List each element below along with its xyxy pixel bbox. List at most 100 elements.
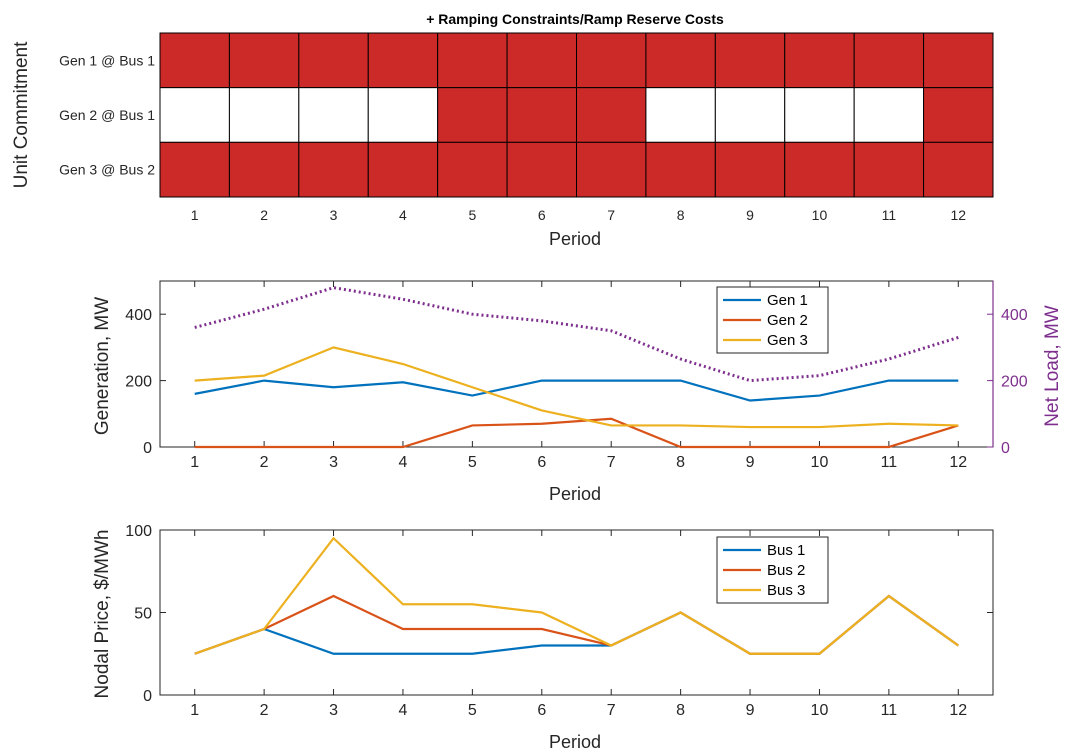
x-tick-label: 9 [746, 702, 755, 719]
x-tick-label: 8 [677, 207, 685, 223]
x-tick-label: 4 [399, 454, 408, 471]
x-tick-label: 2 [260, 454, 269, 471]
x-tick-label: 10 [811, 702, 829, 719]
commitment-cell [714, 32, 786, 89]
commitment-cell [645, 87, 716, 143]
commitment-cell [437, 32, 508, 89]
commitment-cell [923, 141, 994, 198]
x-tick-label: 8 [676, 702, 685, 719]
row-labels: Gen 1 @ Bus 1 Gen 2 @ Bus 1 Gen 3 @ Bus 2 [59, 52, 155, 177]
commitment-cell [159, 87, 230, 143]
commitment-cell [437, 87, 508, 143]
x-tick-label: 6 [537, 702, 546, 719]
commitment-cell [298, 32, 369, 89]
y-tick-label: 0 [143, 440, 152, 457]
x-tick-label: 1 [191, 207, 199, 223]
commitment-cell [367, 141, 439, 198]
y-tick-label: 50 [134, 606, 152, 623]
x-tick-label: 1 [190, 454, 199, 471]
x-tick-label: 4 [399, 702, 408, 719]
commitment-cell [367, 32, 439, 89]
x-tick-label: 5 [468, 207, 476, 223]
x-axis-label: Period [549, 229, 601, 249]
commitment-grid [159, 32, 994, 198]
commitment-cell [576, 32, 647, 89]
x-tick-label: 10 [811, 454, 829, 471]
y-tick-label: 200 [125, 374, 152, 391]
x-tick-label: 12 [951, 207, 967, 223]
commitment-cell [714, 87, 786, 143]
series-line-gen-2 [194, 417, 959, 449]
x-tick-labels: 1 2 3 4 5 6 7 8 9 10 11 12 [191, 207, 966, 223]
legend-label: Gen 1 [767, 292, 808, 309]
x-tick-label: 7 [607, 702, 616, 719]
x-tick-label: 6 [538, 207, 546, 223]
commitment-cell [228, 32, 300, 89]
x-tick-label: 11 [881, 454, 898, 471]
x-tick-label: 8 [676, 454, 685, 471]
y-axis-label: Unit Commitment [11, 41, 32, 188]
x-tick-label: 12 [949, 454, 967, 471]
series-line-gen-3 [194, 346, 959, 429]
x-tick-label: 2 [260, 702, 269, 719]
commitment-cell [853, 141, 925, 198]
y-tick-label-right: 0 [1001, 440, 1010, 457]
x-tick-label: 3 [329, 702, 338, 719]
unit-commitment-panel: + Ramping Constraints/Ramp Reserve Costs… [11, 11, 994, 249]
legend-label: Bus 3 [767, 582, 805, 599]
commitment-cell [159, 32, 230, 89]
commitment-cell [576, 141, 647, 198]
legend-label: Gen 2 [767, 312, 808, 329]
row-label: Gen 1 @ Bus 1 [59, 52, 155, 68]
x-tick-label: 7 [607, 207, 615, 223]
commitment-cell [506, 32, 578, 89]
commitment-cell [228, 141, 300, 198]
commitment-cell [367, 87, 439, 143]
row-label: Gen 2 @ Bus 1 [59, 107, 155, 123]
y-axis-label-right: Net Load, MW [1042, 305, 1063, 426]
y-tick-label: 400 [125, 307, 152, 324]
commitment-cell [506, 141, 578, 198]
x-tick-label: 5 [468, 454, 477, 471]
commitment-cell [576, 87, 647, 143]
x-tick-label: 11 [882, 207, 897, 223]
x-tick-label: 4 [399, 207, 407, 223]
commitment-cell [159, 141, 230, 198]
commitment-cell [437, 141, 508, 198]
commitment-cell [923, 87, 994, 143]
commitment-cell [923, 32, 994, 89]
chart-title: + Ramping Constraints/Ramp Reserve Costs [426, 11, 724, 27]
x-tick-label: 10 [812, 207, 828, 223]
commitment-cell [714, 141, 786, 198]
commitment-cell [228, 87, 300, 143]
y-axis-label: Nodal Price, $/MWh [92, 530, 113, 699]
commitment-cell [853, 87, 925, 143]
x-tick-label: 9 [746, 207, 754, 223]
commitment-cell [853, 32, 925, 89]
commitment-cell [784, 141, 855, 198]
legend-label: Bus 1 [767, 542, 805, 559]
x-tick-label: 3 [329, 454, 338, 471]
y-tick-label-right: 400 [1001, 307, 1028, 324]
y-axis-label: Generation, MW [92, 297, 113, 435]
legend-label: Gen 3 [767, 332, 808, 349]
series-line-bus-1 [194, 594, 959, 655]
x-axis-label: Period [549, 484, 601, 504]
commitment-cell [298, 141, 369, 198]
x-tick-label: 12 [949, 702, 967, 719]
x-tick-label: 1 [190, 702, 199, 719]
x-tick-label: 9 [746, 454, 755, 471]
row-label: Gen 3 @ Bus 2 [59, 162, 155, 178]
x-axis-label: Period [549, 732, 601, 752]
commitment-cell [784, 87, 855, 143]
x-tick-label: 2 [260, 207, 268, 223]
commitment-cell [645, 141, 716, 198]
net-load-line [194, 286, 959, 383]
commitment-cell [298, 87, 369, 143]
x-tick-label: 3 [330, 207, 338, 223]
